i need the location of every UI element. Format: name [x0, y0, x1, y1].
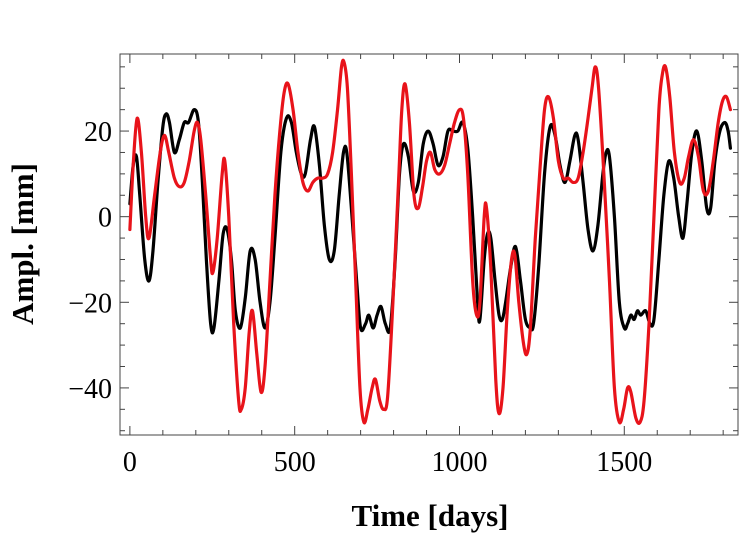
series-layer — [128, 58, 733, 425]
y-tick-label: 0 — [98, 203, 112, 234]
y-tick-labels: 20 0 −20 −40 — [68, 117, 112, 405]
y-tick-label: −40 — [68, 374, 112, 405]
series-line-black — [128, 108, 733, 335]
x-tick-label: 1000 — [431, 447, 487, 478]
x-tick-label: 500 — [274, 447, 316, 478]
series-line-red — [128, 58, 733, 425]
plot-frame — [119, 53, 739, 436]
x-axis-title: Time [days] — [351, 498, 508, 533]
x-tick-label: 0 — [123, 447, 137, 478]
y-tick-label: 20 — [84, 117, 112, 148]
y-tick-label: −20 — [68, 288, 112, 319]
y-axis-title: Ampl. [mm] — [5, 163, 40, 325]
axis-ticks — [120, 54, 738, 435]
x-tick-label: 1500 — [596, 447, 652, 478]
x-tick-labels: 0 500 1000 1500 — [123, 447, 652, 478]
